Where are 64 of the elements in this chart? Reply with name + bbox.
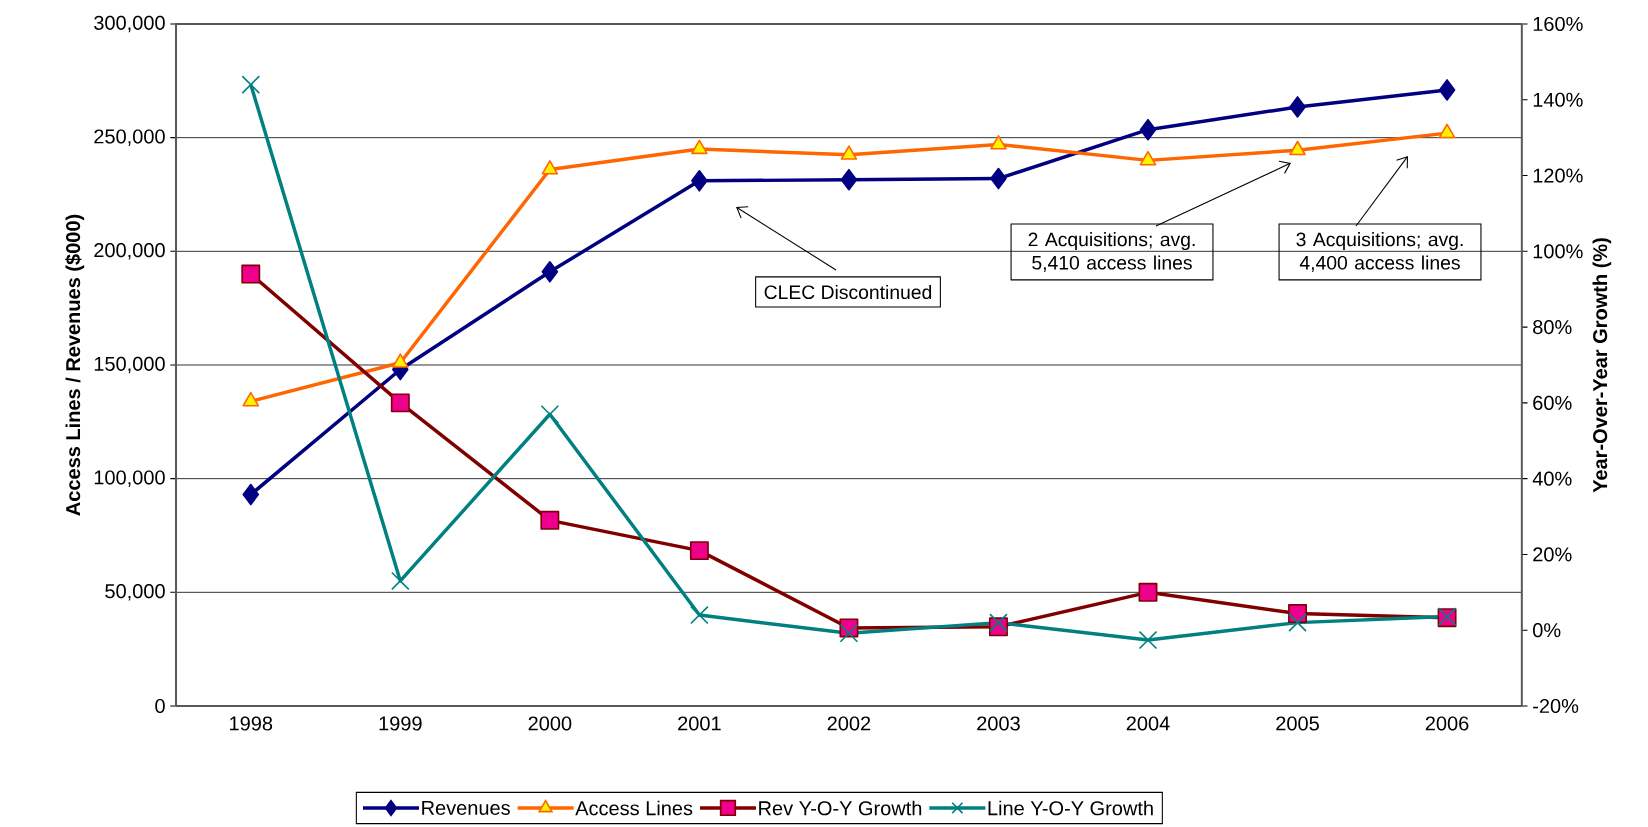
point <box>1438 79 1456 101</box>
x-tick-label: 1998 <box>230 716 273 731</box>
point <box>989 613 1008 632</box>
point <box>242 483 260 506</box>
x-tick-label: 2006 <box>1425 716 1469 731</box>
y2-axis-title: Year-Over-Year Growth (%) <box>1592 238 1612 493</box>
point <box>1289 140 1306 156</box>
annotation: 2 Acquisitions; avg. 5,410 access lines <box>1028 232 1195 272</box>
point <box>242 391 260 407</box>
y2-tick-label: 100% <box>1533 244 1583 259</box>
point <box>990 135 1007 150</box>
point <box>1138 582 1158 602</box>
y-tick-label: 50,000 <box>105 584 165 601</box>
x-tick-label: 2005 <box>1276 716 1319 731</box>
y-tick-label: 300,000 <box>94 15 165 33</box>
point <box>1289 96 1306 118</box>
legend-label: Access Lines <box>575 800 693 816</box>
y-tick-label: 0 <box>155 698 165 714</box>
point <box>839 623 859 643</box>
y2-tick-label: 140% <box>1533 92 1583 107</box>
y2-tick-label: -20% <box>1533 698 1579 714</box>
point <box>691 170 708 192</box>
legend-label: Revenues <box>422 801 510 815</box>
point <box>1139 118 1157 141</box>
y2-tick-label: 20% <box>1533 547 1572 562</box>
y2-tick-label: 80% <box>1533 320 1572 335</box>
y-tick-label: 250,000 <box>94 129 165 146</box>
legend-label: Line Y-O-Y Growth <box>988 800 1153 816</box>
point <box>689 541 709 561</box>
point <box>840 168 858 191</box>
x-tick-label: 2004 <box>1126 716 1170 731</box>
point <box>840 145 858 160</box>
point <box>392 353 409 368</box>
x-tick-label: 2000 <box>528 716 572 731</box>
y2-tick-label: 0% <box>1533 623 1561 638</box>
y-tick-label: 150,000 <box>94 356 165 374</box>
point <box>391 571 410 591</box>
point <box>541 160 559 175</box>
legend-label: Rev Y-O-Y Growth <box>759 800 922 816</box>
annotation: 3 Acquisitions; avg. 4,400 access lines <box>1296 232 1463 272</box>
annotation: CLEC Discontinued <box>764 284 932 300</box>
point <box>541 260 559 283</box>
y2-tick-label: 120% <box>1533 168 1583 183</box>
y2-tick-label: 40% <box>1532 471 1572 486</box>
x-tick-label: 2002 <box>827 716 871 731</box>
point <box>690 605 709 625</box>
y2-tick-label: 160% <box>1533 16 1583 32</box>
point <box>1288 613 1307 632</box>
x-tick-label: 2001 <box>678 716 721 731</box>
point <box>1438 123 1456 139</box>
y-tick-label: 200,000 <box>94 243 165 260</box>
y-axis-title: Access Lines / Revenues ($000) <box>65 214 85 516</box>
point <box>1138 630 1158 650</box>
x-tick-label: 1999 <box>379 716 422 731</box>
y-tick-label: 100,000 <box>94 470 165 487</box>
point <box>241 75 261 94</box>
point <box>390 393 410 413</box>
point <box>241 264 261 284</box>
point <box>1139 150 1157 166</box>
point <box>691 139 708 155</box>
y2-tick-label: 60% <box>1533 395 1572 410</box>
x-tick-label: 2003 <box>977 716 1020 731</box>
point <box>990 167 1007 190</box>
point <box>540 510 560 530</box>
